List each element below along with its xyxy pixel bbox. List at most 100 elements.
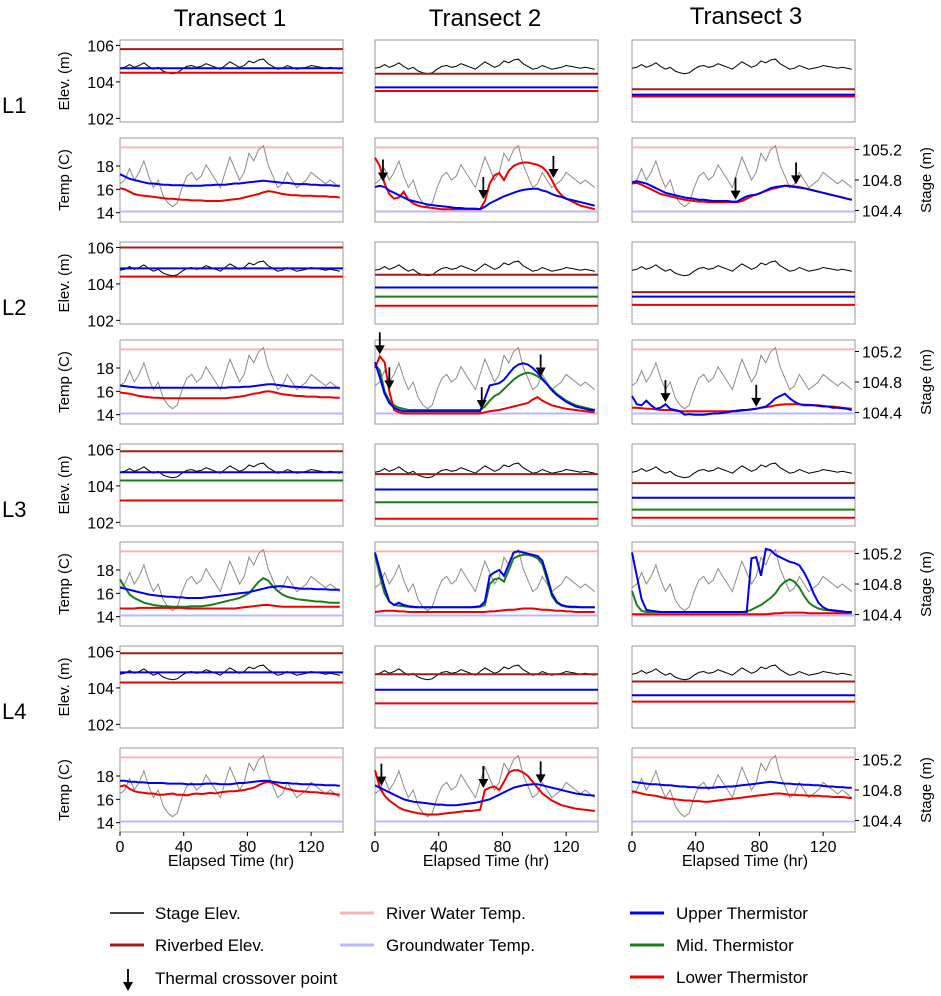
temp-tick-label: 16: [96, 182, 114, 199]
temp-tick-label: 14: [96, 206, 114, 223]
x-tick-label: 80: [494, 839, 512, 856]
temp-plot-l1-t3: 105.2 104.8 104.4 Stage (m): [631, 137, 935, 223]
temp-axis-label: Temp (C): [56, 553, 73, 615]
panel-l1-t2: [374, 39, 599, 223]
temp-axis-label: Temp (C): [56, 351, 73, 413]
temp-plot-l1-t2: [374, 137, 599, 223]
stage-tick-label: 104.4: [862, 814, 902, 831]
temp-frame: [119, 541, 344, 627]
x-tick-label: 120: [298, 839, 325, 856]
elev-plot-l1-t1: 106 104 102 Elev. (m): [56, 38, 344, 128]
temp-plot-l4-t2: 0 40 80 120: [371, 747, 599, 856]
crossover-arrow-icon: [548, 156, 559, 178]
stage-on-temp-line: [119, 144, 341, 208]
row-label-l3: L3: [2, 497, 26, 522]
elev-tick-label: 104: [87, 681, 114, 698]
x-tick-label: 0: [116, 839, 125, 856]
legend-stage-label: Stage Elev.: [155, 904, 241, 923]
stage-tick-label: 104.4: [862, 608, 902, 625]
stage-tick-label: 105.2: [862, 752, 902, 769]
stage-line: [631, 462, 852, 479]
temp-plot-l2-t2: [374, 332, 599, 425]
temp-tick-label: 14: [96, 816, 114, 833]
elev-axis-label: Elev. (m): [56, 254, 73, 313]
crossover-arrow-icon: [535, 761, 546, 784]
x-tick-label: 0: [628, 839, 637, 856]
crossover-arrow-head: [535, 774, 546, 784]
lower-thermistor-line: [120, 604, 340, 610]
panel-l1-t1: 106 104 102 Elev. (m) 18 16 14 Temp (C): [56, 38, 344, 223]
crossover-arrow-head: [384, 380, 395, 390]
x-axis-labels: Elapsed Time (hr) Elapsed Time (hr) Elap…: [168, 853, 808, 870]
upper-thermistor-line: [120, 779, 340, 787]
crossover-arrow-head: [660, 393, 671, 403]
crossover-arrow-head: [377, 172, 388, 182]
stage-tick-label: 104.8: [862, 173, 902, 190]
crossover-arrow-head: [548, 169, 559, 178]
crossover-arrow-head: [374, 345, 385, 355]
elev-tick-label: 102: [87, 515, 114, 532]
transect-title-1: Transect 1: [174, 5, 287, 32]
stage-axis-label: Stage (m): [918, 349, 935, 415]
x-tick-label: 40: [430, 839, 448, 856]
x-axis-label-1: Elapsed Time (hr): [168, 853, 294, 870]
stage-on-temp-line: [119, 754, 341, 818]
temp-plot-l3-t3: 105.2 104.8 104.4 Stage (m): [631, 541, 935, 627]
lower-thermistor-line: [374, 769, 595, 816]
x-tick-label: 40: [687, 839, 705, 856]
elev-frame: [631, 39, 856, 123]
elev-tick-label: 106: [87, 442, 114, 459]
stage-axis-label: Stage (m): [918, 551, 935, 617]
temp-plot-l2-t3: 105.2 104.8 104.4 Stage (m): [631, 339, 935, 425]
transect-titles: Transect 1 Transect 2 Transect 3: [174, 3, 803, 32]
x-tick-label: 120: [553, 839, 580, 856]
temp-plot-l3-t2: [374, 541, 599, 627]
legend-river-temp-label: River Water Temp.: [386, 904, 526, 923]
elev-tick-label: 104: [87, 277, 114, 294]
temp-tick-label: 14: [96, 610, 114, 627]
mid-thermistor-line: [119, 577, 340, 608]
crossover-arrow-icon: [791, 162, 802, 185]
elev-plot-l4-t1: 106 104 102 Elev. (m): [56, 644, 344, 734]
elev-plot-l2-t2: [374, 241, 599, 325]
elev-frame: [119, 443, 344, 527]
x-tick-label: 40: [175, 839, 193, 856]
crossover-arrow-icon: [374, 332, 385, 355]
crossover-arrow-head: [751, 397, 762, 407]
crossover-arrow-icon: [535, 354, 546, 377]
stage-on-temp-line: [631, 754, 853, 818]
elev-frame: [374, 39, 599, 123]
x-tick-label: 120: [810, 839, 837, 856]
stage-line: [374, 462, 595, 479]
temp-frame: [374, 541, 599, 627]
temp-axis-label: Temp (C): [56, 149, 73, 211]
crossover-arrow-icon: [377, 159, 388, 182]
elev-frame: [631, 241, 856, 325]
stage-tick-label: 104.8: [862, 375, 902, 392]
upper-thermistor-line: [631, 547, 852, 613]
elev-axis-label: Elev. (m): [56, 52, 73, 111]
x-tick-label: 0: [371, 839, 380, 856]
temp-frame: [374, 137, 599, 223]
elev-frame: [374, 645, 599, 729]
stage-axis-label: Stage (m): [918, 757, 935, 823]
x-axis-label-3: Elapsed Time (hr): [682, 853, 808, 870]
upper-thermistor-line: [374, 361, 595, 413]
panel-l3-t1: 106 104 102 Elev. (m) 18 16 14 Temp (C): [56, 442, 344, 627]
elev-tick-label: 106: [87, 38, 114, 55]
legend-mid-label: Mid. Thermistor: [676, 936, 794, 955]
crossover-arrow-icon: [376, 763, 387, 786]
elev-tick-label: 102: [87, 111, 114, 128]
elev-plot-l3-t1: 106 104 102 Elev. (m): [56, 442, 344, 532]
elev-axis-label: Elev. (m): [56, 456, 73, 515]
row-label-l2: L2: [2, 295, 26, 320]
stage-on-temp-line: [119, 548, 341, 612]
panel-l3-t3: 105.2 104.8 104.4 Stage (m): [631, 443, 935, 627]
stage-line: [374, 58, 595, 75]
stage-on-temp-line: [631, 144, 853, 208]
temp-frame: [119, 137, 344, 223]
elev-axis-label: Elev. (m): [56, 658, 73, 717]
elev-plot-l2-t1: 106 104 102 Elev. (m): [56, 240, 344, 330]
elev-plot-l4-t2: [374, 645, 599, 729]
